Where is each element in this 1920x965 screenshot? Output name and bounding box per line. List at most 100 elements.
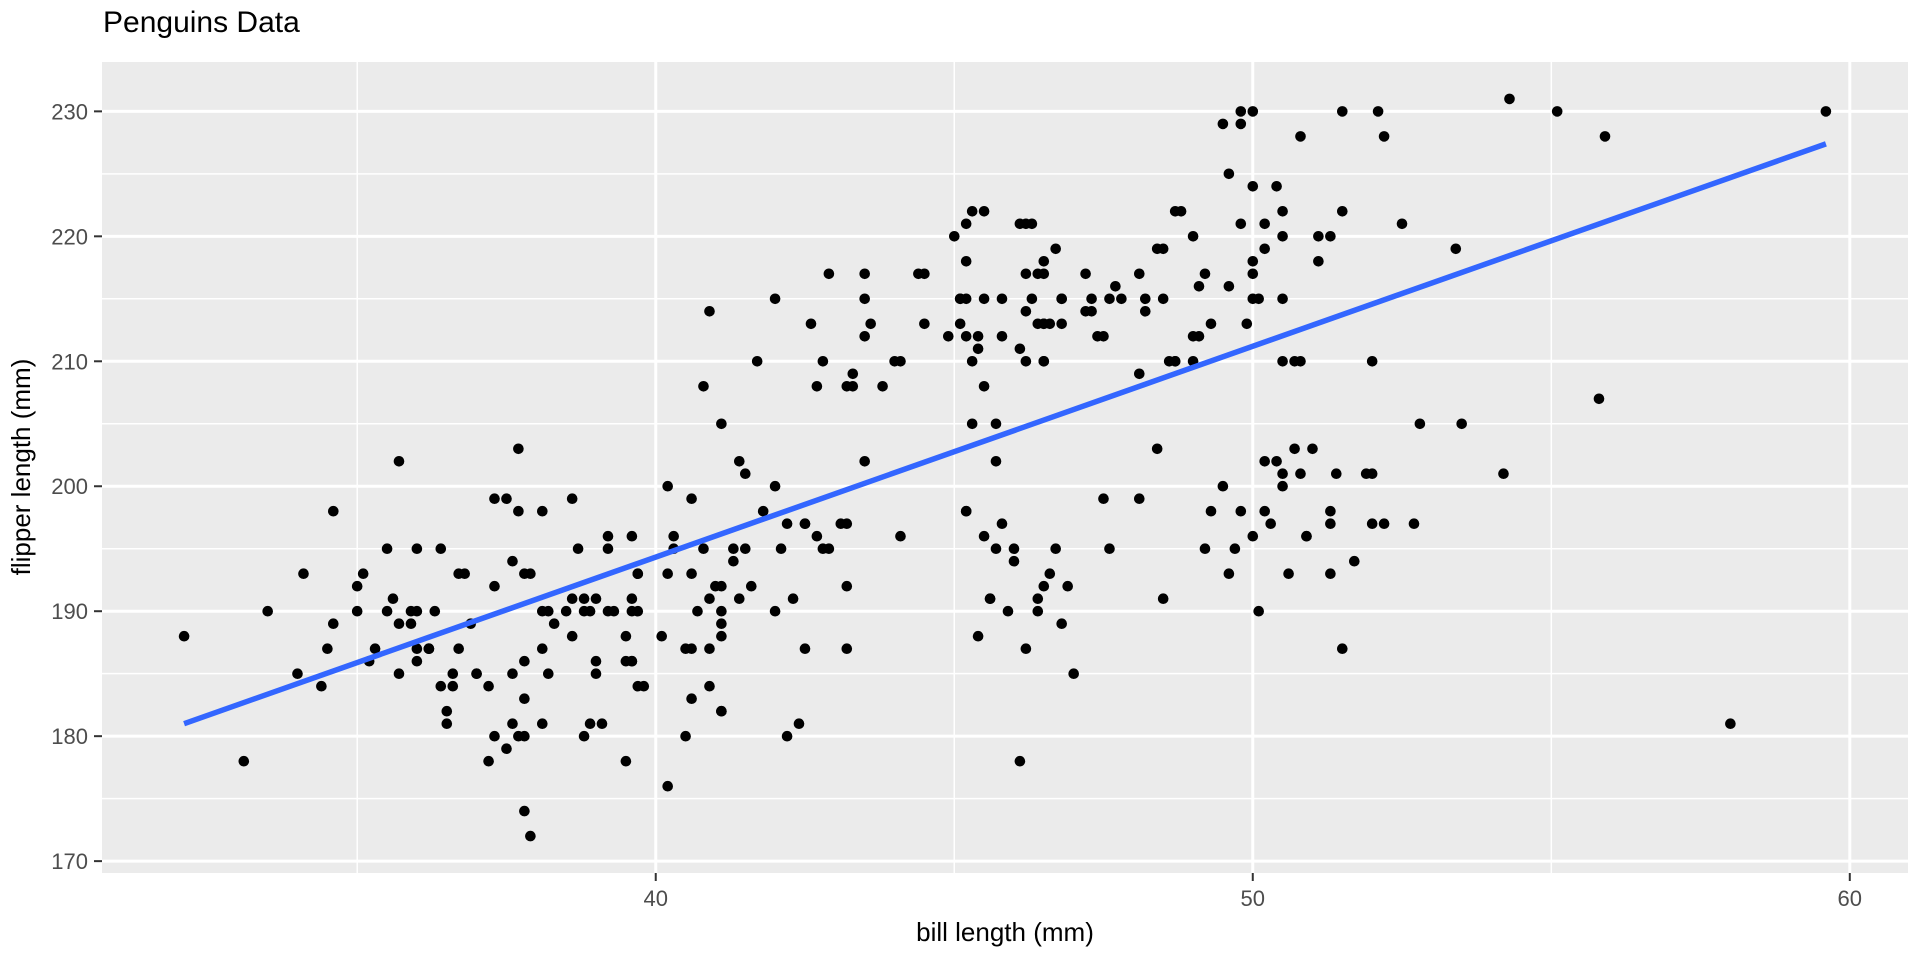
- data-point: [1247, 255, 1259, 267]
- data-point: [1008, 555, 1020, 567]
- data-point: [996, 293, 1008, 305]
- data-point: [369, 643, 381, 654]
- y-tick-label: 170: [51, 849, 88, 874]
- data-point: [656, 630, 667, 642]
- data-point: [1253, 293, 1264, 305]
- data-point: [1151, 443, 1163, 455]
- data-point: [435, 680, 447, 692]
- data-point: [1223, 168, 1235, 180]
- data-point: [680, 730, 691, 742]
- data-point: [543, 668, 554, 679]
- data-point: [996, 518, 1008, 529]
- data-point: [513, 730, 524, 742]
- data-point: [578, 593, 590, 604]
- data-point: [1331, 468, 1342, 480]
- data-point: [351, 580, 363, 592]
- data-point: [1050, 243, 1061, 255]
- data-point: [626, 593, 638, 604]
- data-point: [859, 268, 870, 280]
- data-point: [1820, 106, 1832, 117]
- data-point: [543, 605, 554, 617]
- data-point: [298, 568, 309, 579]
- data-point: [405, 618, 417, 629]
- data-point: [1307, 443, 1318, 455]
- data-point: [686, 493, 697, 505]
- data-point: [1259, 243, 1270, 255]
- data-point: [740, 468, 751, 480]
- data-point: [841, 643, 853, 654]
- data-point: [960, 293, 972, 305]
- y-tick-label: 230: [51, 99, 88, 124]
- data-point: [1277, 231, 1288, 242]
- data-point: [1295, 131, 1306, 142]
- data-point: [1551, 106, 1563, 117]
- data-point: [966, 418, 978, 430]
- data-point: [877, 381, 888, 392]
- data-point: [859, 331, 870, 342]
- data-point: [662, 568, 673, 579]
- data-point: [1498, 468, 1509, 480]
- data-point: [519, 693, 530, 704]
- data-point: [572, 543, 584, 554]
- data-point: [811, 530, 823, 542]
- data-point: [537, 643, 548, 654]
- data-point: [859, 456, 870, 467]
- y-tick-label: 190: [51, 599, 88, 624]
- data-point: [537, 505, 548, 517]
- data-point: [1289, 443, 1300, 455]
- data-point: [1104, 543, 1115, 554]
- data-point: [584, 605, 596, 617]
- data-point: [1205, 318, 1217, 330]
- data-point: [411, 543, 423, 554]
- data-point: [626, 655, 638, 667]
- data-point: [751, 356, 763, 367]
- data-point: [1205, 505, 1217, 517]
- data-point: [519, 568, 530, 579]
- data-point: [716, 630, 727, 642]
- data-point: [960, 218, 972, 230]
- data-point: [978, 530, 990, 542]
- data-point: [734, 593, 745, 604]
- data-point: [1277, 206, 1288, 217]
- data-point: [435, 543, 447, 554]
- data-point: [954, 318, 966, 330]
- data-point: [847, 368, 859, 380]
- data-point: [1396, 218, 1408, 230]
- data-point: [895, 530, 906, 542]
- data-point: [1229, 543, 1241, 554]
- data-point: [429, 605, 441, 617]
- data-point: [799, 643, 811, 654]
- data-point: [799, 518, 811, 529]
- data-point: [1325, 568, 1336, 579]
- data-point: [1110, 281, 1121, 292]
- data-point: [823, 543, 835, 554]
- data-point: [1235, 118, 1247, 130]
- data-point: [1265, 518, 1276, 529]
- data-point: [441, 718, 453, 729]
- data-point: [393, 668, 405, 679]
- data-point: [1026, 218, 1038, 230]
- major-gridlines: [102, 62, 1908, 873]
- data-point: [1259, 456, 1270, 467]
- data-point: [966, 356, 978, 367]
- data-point: [1223, 281, 1235, 292]
- data-point: [793, 718, 805, 729]
- data-point: [1199, 543, 1211, 554]
- data-point: [453, 643, 465, 654]
- data-point: [972, 343, 984, 355]
- data-point: [865, 318, 876, 330]
- data-point: [1032, 605, 1044, 617]
- data-point: [1271, 181, 1282, 192]
- data-point: [966, 206, 978, 217]
- panel-background: [102, 62, 1908, 873]
- data-point: [1725, 718, 1736, 729]
- trend-line: [183, 141, 1827, 727]
- data-point: [704, 593, 715, 604]
- data-point: [590, 593, 602, 604]
- data-point: [728, 543, 739, 554]
- data-point: [740, 543, 751, 554]
- data-point: [734, 456, 745, 467]
- data-point: [1277, 480, 1288, 492]
- data-point: [1247, 181, 1259, 192]
- data-point: [387, 593, 399, 604]
